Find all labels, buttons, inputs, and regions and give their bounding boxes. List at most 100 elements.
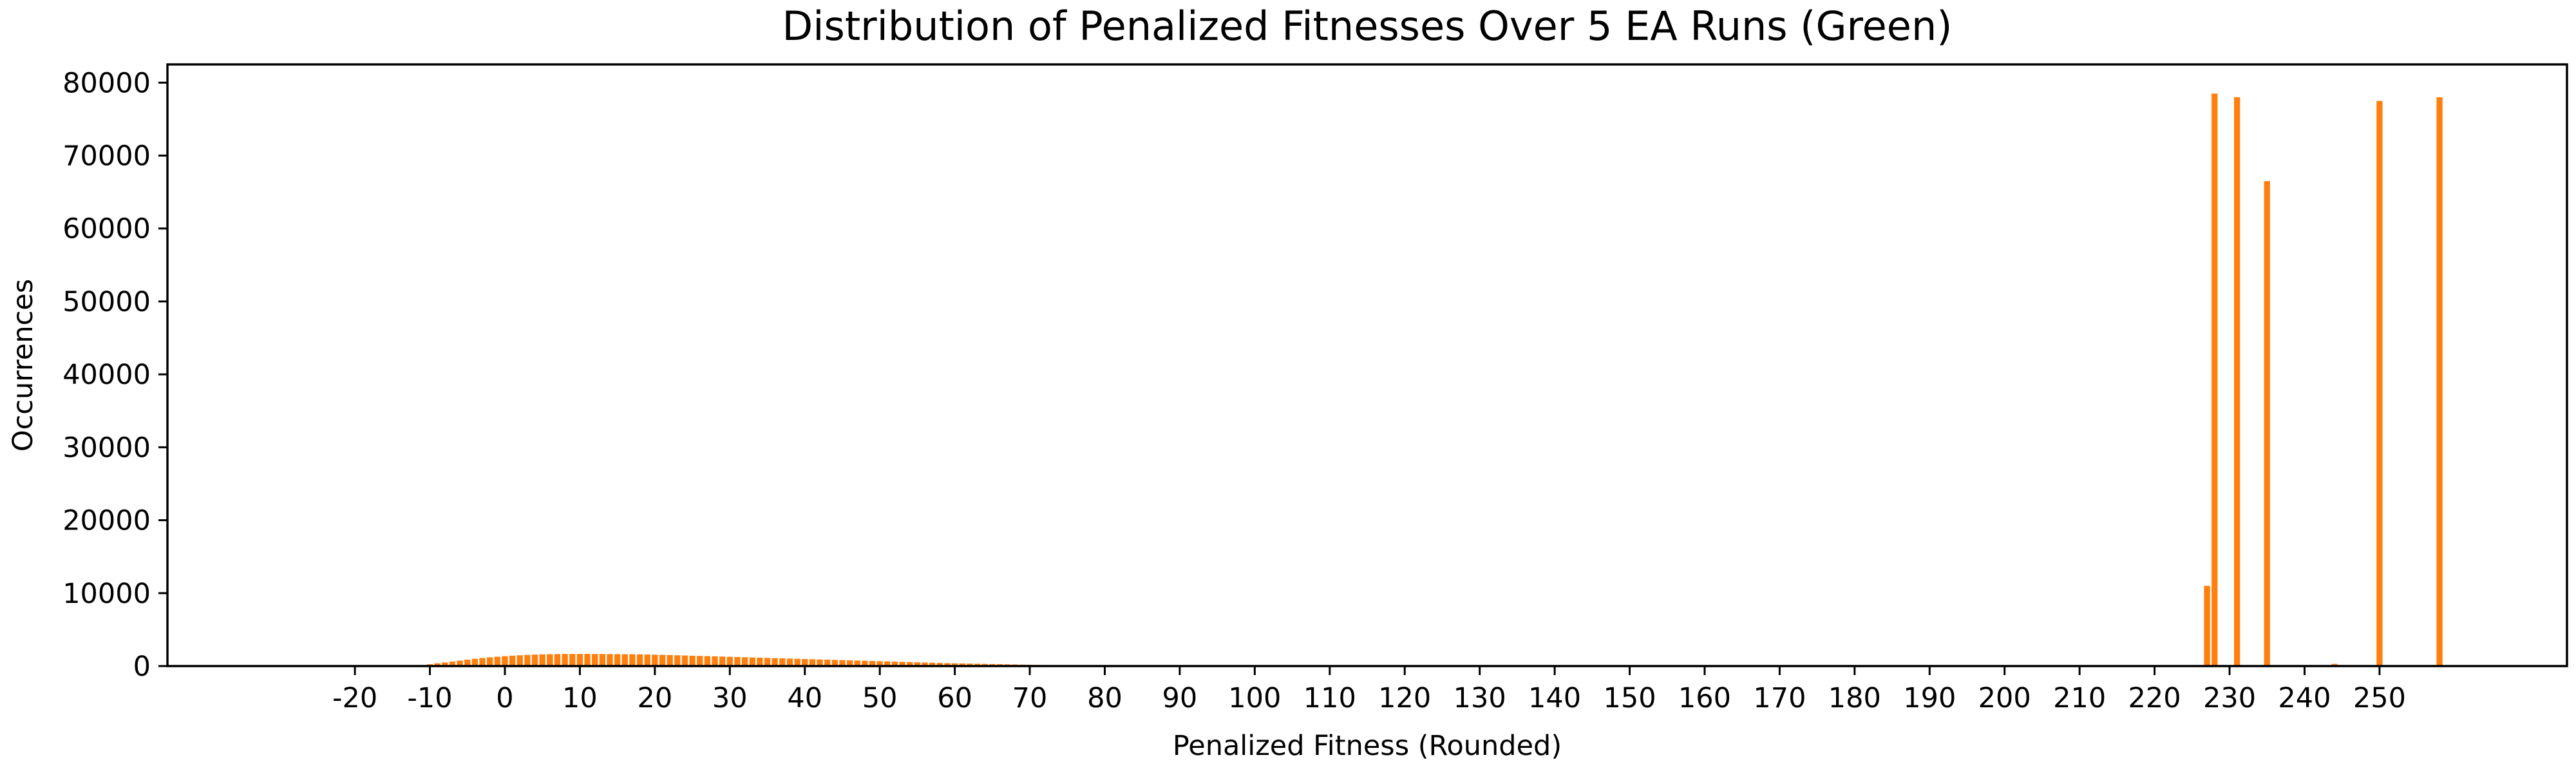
x-tick-label: 180	[1828, 682, 1881, 714]
bar--8	[442, 662, 448, 666]
bar-50	[876, 661, 883, 666]
bar-5	[539, 654, 545, 666]
y-tick-label: 30000	[62, 432, 151, 464]
bar-48	[862, 660, 868, 666]
bar--3	[479, 658, 486, 666]
x-tick-label: 40	[787, 682, 822, 714]
y-axis-label: Occurrences	[7, 279, 39, 452]
y-tick-label: 0	[133, 651, 151, 683]
bar-39	[794, 658, 800, 666]
bar-231	[2234, 97, 2240, 666]
bar-19	[644, 654, 650, 666]
bar-23	[674, 655, 681, 666]
x-tick-label: 30	[712, 682, 748, 714]
bar-32	[741, 657, 748, 666]
x-tick-label: 210	[2053, 682, 2106, 714]
bar-26	[697, 656, 703, 666]
bar-2	[516, 655, 523, 666]
x-tick-label: -10	[407, 682, 452, 714]
bar--5	[464, 660, 471, 666]
bar-42	[817, 659, 823, 666]
x-tick-label: 170	[1753, 682, 1806, 714]
x-tick-label: 110	[1303, 682, 1356, 714]
bar-21	[659, 654, 666, 666]
bar-11	[584, 654, 591, 666]
x-tick-label: 220	[2128, 682, 2181, 714]
bar--4	[471, 658, 478, 666]
bar-56	[922, 662, 928, 666]
bar-250	[2376, 100, 2383, 667]
x-tick-label: 230	[2203, 682, 2256, 714]
x-tick-label: 140	[1528, 682, 1581, 714]
bar-34	[757, 657, 763, 666]
x-tick-label: 160	[1678, 682, 1731, 714]
bar-8	[562, 654, 568, 666]
bar-13	[599, 654, 605, 666]
bar-10	[576, 654, 583, 666]
bar-36	[772, 658, 778, 666]
x-tick-label: 100	[1228, 682, 1281, 714]
bar-14	[607, 654, 613, 666]
bar-227	[2204, 586, 2210, 666]
bar-63	[974, 663, 981, 666]
x-tick-label: 20	[637, 682, 672, 714]
bar-52	[891, 662, 898, 666]
bar-47	[854, 660, 860, 666]
bar-31	[734, 656, 741, 666]
bar-24	[681, 655, 688, 666]
bar-1	[509, 655, 516, 666]
x-tick-label: 190	[1903, 682, 1956, 714]
x-tick-label: 90	[1162, 682, 1198, 714]
bar-3	[524, 654, 531, 666]
bar-55	[914, 662, 921, 666]
x-tick-label: 80	[1087, 682, 1122, 714]
bar-16	[621, 654, 628, 666]
bar-7	[554, 654, 561, 666]
bar--6	[457, 660, 463, 666]
x-axis-label: Penalized Fitness (Rounded)	[1173, 730, 1562, 762]
x-tick-label: 130	[1454, 682, 1506, 714]
x-tick-label: 250	[2353, 682, 2406, 714]
bar-35	[764, 658, 771, 666]
bar-53	[899, 662, 905, 666]
bar--9	[434, 663, 440, 666]
bar-20	[652, 654, 658, 666]
bar-54	[907, 662, 913, 666]
bar-29	[719, 656, 726, 666]
bar-228	[2211, 93, 2218, 666]
y-tick-label: 50000	[62, 286, 151, 318]
bar-38	[786, 658, 793, 666]
bar-51	[884, 661, 891, 666]
bar-27	[704, 656, 711, 666]
bar-22	[667, 654, 673, 666]
bar-40	[802, 659, 808, 666]
bar-49	[869, 661, 876, 666]
y-tick-label: 10000	[62, 578, 151, 610]
bar--7	[449, 661, 456, 666]
bar-25	[689, 655, 696, 666]
bar-37	[779, 658, 786, 666]
x-tick-label: -20	[332, 682, 377, 714]
bar-43	[824, 660, 831, 666]
bar--1	[494, 656, 500, 666]
bar--2	[487, 657, 493, 666]
bar-33	[749, 657, 755, 666]
bar-41	[809, 659, 816, 666]
x-tick-label: 150	[1603, 682, 1656, 714]
bars-group	[412, 93, 2443, 667]
x-tick-label: 0	[496, 682, 513, 714]
bar-15	[614, 654, 621, 666]
bar-57	[929, 662, 936, 666]
chart-title: Distribution of Penalized Fitnesses Over…	[782, 3, 1953, 50]
bar-17	[629, 654, 636, 666]
bar-6	[547, 654, 553, 666]
bar-45	[839, 660, 846, 666]
x-tick-label: 70	[1012, 682, 1048, 714]
bar-0	[502, 656, 508, 666]
bar-4	[531, 654, 538, 666]
x-axis: -20 -10 0 10 20 30 40 50 60 70 80 90 100 110 120 130 140…	[332, 666, 2406, 714]
y-axis: 0 10000 20000 30000 40000 50000 60000 70000 8000…	[62, 67, 167, 683]
bar-59	[944, 663, 951, 666]
bar-12	[592, 654, 598, 666]
x-tick-label: 10	[562, 682, 598, 714]
